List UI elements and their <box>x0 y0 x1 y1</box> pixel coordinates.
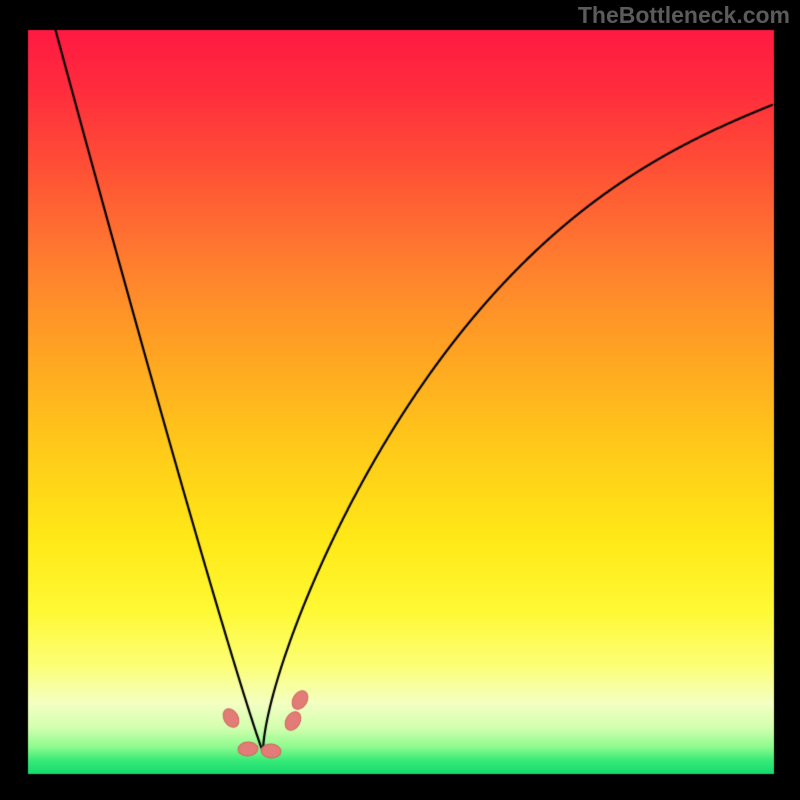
bottleneck-curve-chart <box>0 0 800 800</box>
watermark-text: TheBottleneck.com <box>578 2 790 29</box>
chart-stage: TheBottleneck.com <box>0 0 800 800</box>
